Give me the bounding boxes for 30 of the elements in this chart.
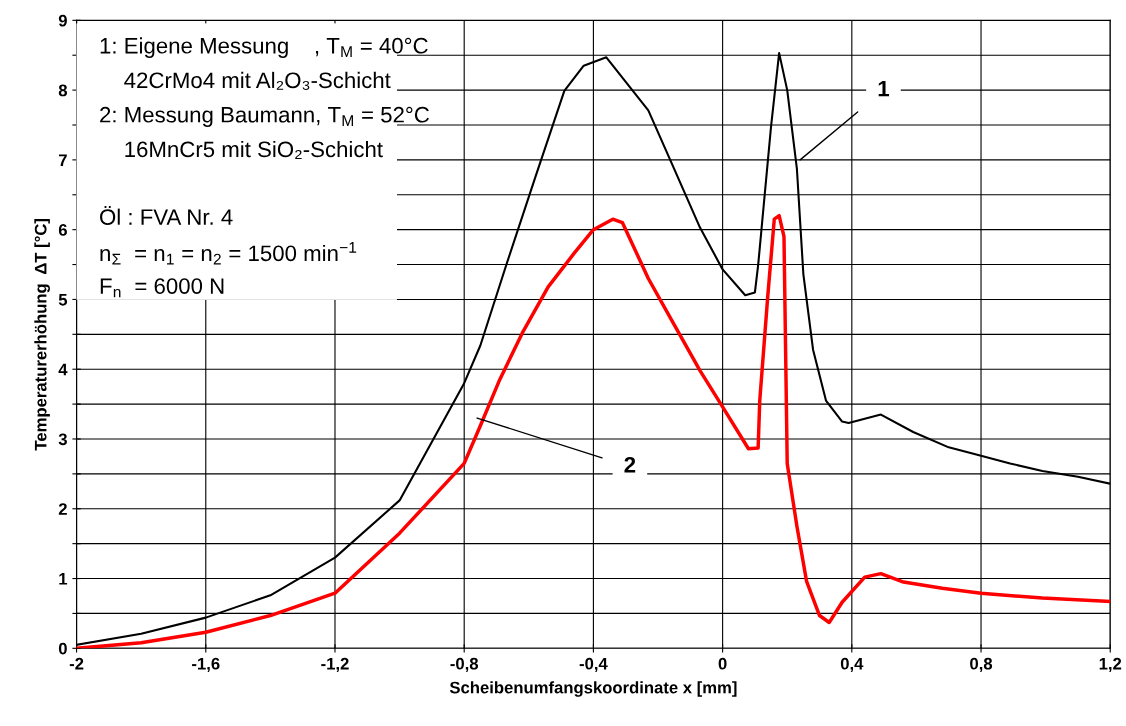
y-tick-label: 6 — [58, 224, 67, 236]
y-tick-label: 7 — [58, 154, 67, 166]
annotation: 2 — [624, 456, 636, 473]
x-tick-label: -1,6 — [192, 657, 220, 672]
x-tick-label: -2 — [69, 657, 84, 670]
x-tick-label: 0,4 — [840, 657, 864, 672]
x-tick-label: -0,8 — [450, 657, 479, 672]
annotation: 16MnCr5 mit SiO₂-Schicht — [125, 140, 383, 159]
x-tick-label: 0,8 — [970, 657, 993, 672]
annotation: 42CrMo4 mit Al₂O₃-Schicht — [124, 71, 391, 90]
annotation: n$_{Σ}$ = n$_{1}$ = n$_{2}$ = 1500 min$^{−1}$ — [100, 242, 357, 265]
annotation: 2: Messung Baumann, T$_{M}$ = 52°C — [100, 106, 429, 127]
annotation: 1 — [878, 80, 890, 97]
x-tick-label: 0 — [718, 657, 727, 670]
y-tick-label: 5 — [58, 294, 68, 306]
x-tick-label: -1,2 — [321, 657, 349, 672]
annotation: Öl : FVA Nr. 4 — [100, 206, 233, 225]
x-tick-label: -0,4 — [579, 657, 608, 672]
x-axis-title: Scheibenumfangskoordinate x [mm] — [449, 681, 737, 697]
y-tick-label: 3 — [58, 433, 67, 446]
y-tick-label: 2 — [58, 503, 67, 515]
y-axis-title: Temperaturerhöhung ΔT [°C] — [34, 218, 50, 451]
x-tick-label: 1,2 — [1099, 657, 1122, 672]
y-tick-label: 8 — [58, 84, 68, 97]
annotation: 1: Eigene Messung , T$_{M}$ = 40°C — [100, 37, 428, 58]
y-tick-label: 4 — [58, 363, 68, 376]
annotation: F$_{n}$ = 6000 N — [100, 278, 224, 298]
y-tick-label: 1 — [59, 573, 68, 585]
y-tick-label: 0 — [58, 642, 67, 655]
y-tick-label: 9 — [58, 14, 67, 27]
